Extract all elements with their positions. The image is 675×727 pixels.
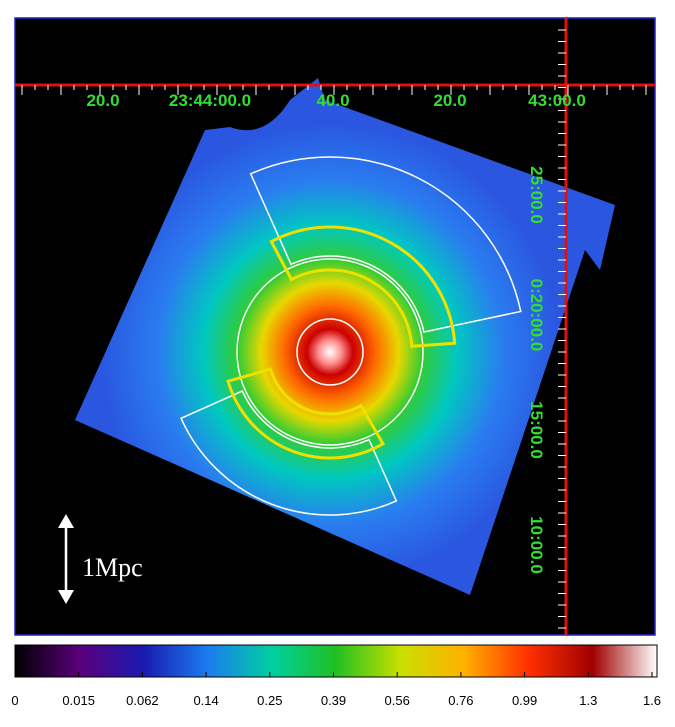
ra-label: 20.0 [86,91,119,110]
regions [180,156,522,516]
colorbar-label: 0.56 [385,693,410,708]
region-sector [180,390,398,516]
xray-map [75,78,615,595]
ra-label: 40.0 [316,91,349,110]
ra-label: 23:44:00.0 [169,91,251,110]
region-sector [226,367,386,460]
colorbar-label: 0 [11,693,18,708]
ra-label: 43:00.0 [528,91,586,110]
region-sector [269,225,457,348]
axis-ticks [21,29,647,629]
colorbar-label: 1.6 [643,693,661,708]
dec-label: 25:00.0 [527,166,546,224]
dec-label: 15:00.0 [527,401,546,459]
region-sector [249,156,522,333]
colorbar-label: 0.76 [448,693,473,708]
colorbar-label: 0.14 [193,693,218,708]
scale-bar: 1Mpc [58,514,143,604]
dec-label: 0:20:00.0 [527,279,546,352]
colorbar [14,644,658,678]
colorbar-label: 0.99 [512,693,537,708]
ra-label: 20.0 [433,91,466,110]
scale-label: 1Mpc [82,553,143,582]
colorbar-label: 0.25 [257,693,282,708]
dec-label: 10:00.0 [527,516,546,574]
region-core [296,318,364,386]
region-circle [236,258,424,446]
colorbar-label: 0.015 [62,693,95,708]
colorbar-label: 0.062 [126,693,159,708]
colorbar-label: 0.39 [321,693,346,708]
colorbar-label: 1.3 [579,693,597,708]
